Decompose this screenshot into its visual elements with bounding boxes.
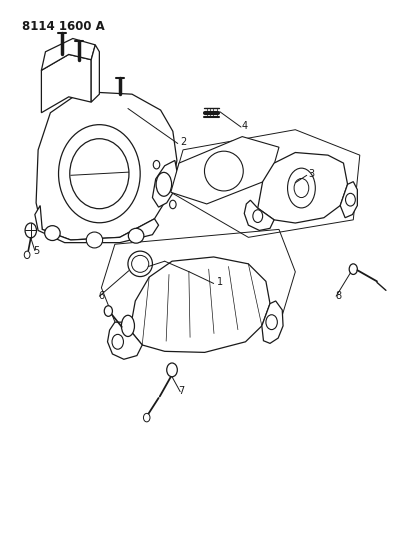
Circle shape [104,306,113,317]
Text: 1: 1 [217,277,223,287]
Polygon shape [91,45,99,102]
Ellipse shape [288,168,315,208]
Ellipse shape [70,139,129,209]
Text: 6: 6 [98,290,104,301]
Ellipse shape [156,172,172,196]
Circle shape [253,210,263,222]
Circle shape [266,315,277,329]
Circle shape [167,363,177,377]
Polygon shape [35,206,159,243]
Ellipse shape [45,225,60,240]
Circle shape [346,193,356,206]
Polygon shape [244,200,274,230]
Ellipse shape [86,232,103,248]
Polygon shape [171,136,279,204]
Text: 2: 2 [180,137,186,147]
Polygon shape [130,257,270,352]
Ellipse shape [121,316,134,336]
Polygon shape [42,54,91,113]
Circle shape [143,414,150,422]
Ellipse shape [58,125,140,223]
Polygon shape [340,182,357,217]
Polygon shape [258,152,348,223]
Polygon shape [152,160,177,207]
Ellipse shape [128,251,152,277]
Circle shape [112,334,123,349]
Circle shape [349,264,357,274]
Circle shape [25,223,37,238]
Text: 8114 1600 A: 8114 1600 A [22,20,104,33]
Polygon shape [36,92,177,240]
Text: 3: 3 [309,169,315,179]
Ellipse shape [132,255,149,272]
Circle shape [153,160,160,169]
Ellipse shape [205,151,243,191]
Circle shape [170,200,176,209]
Circle shape [294,179,309,198]
Polygon shape [262,301,283,343]
Ellipse shape [128,228,144,243]
Text: 8: 8 [335,290,341,301]
Text: 4: 4 [241,121,247,131]
Text: 5: 5 [33,246,39,256]
Polygon shape [108,322,142,359]
Polygon shape [42,38,95,70]
Text: 7: 7 [178,386,184,396]
Circle shape [24,251,30,259]
